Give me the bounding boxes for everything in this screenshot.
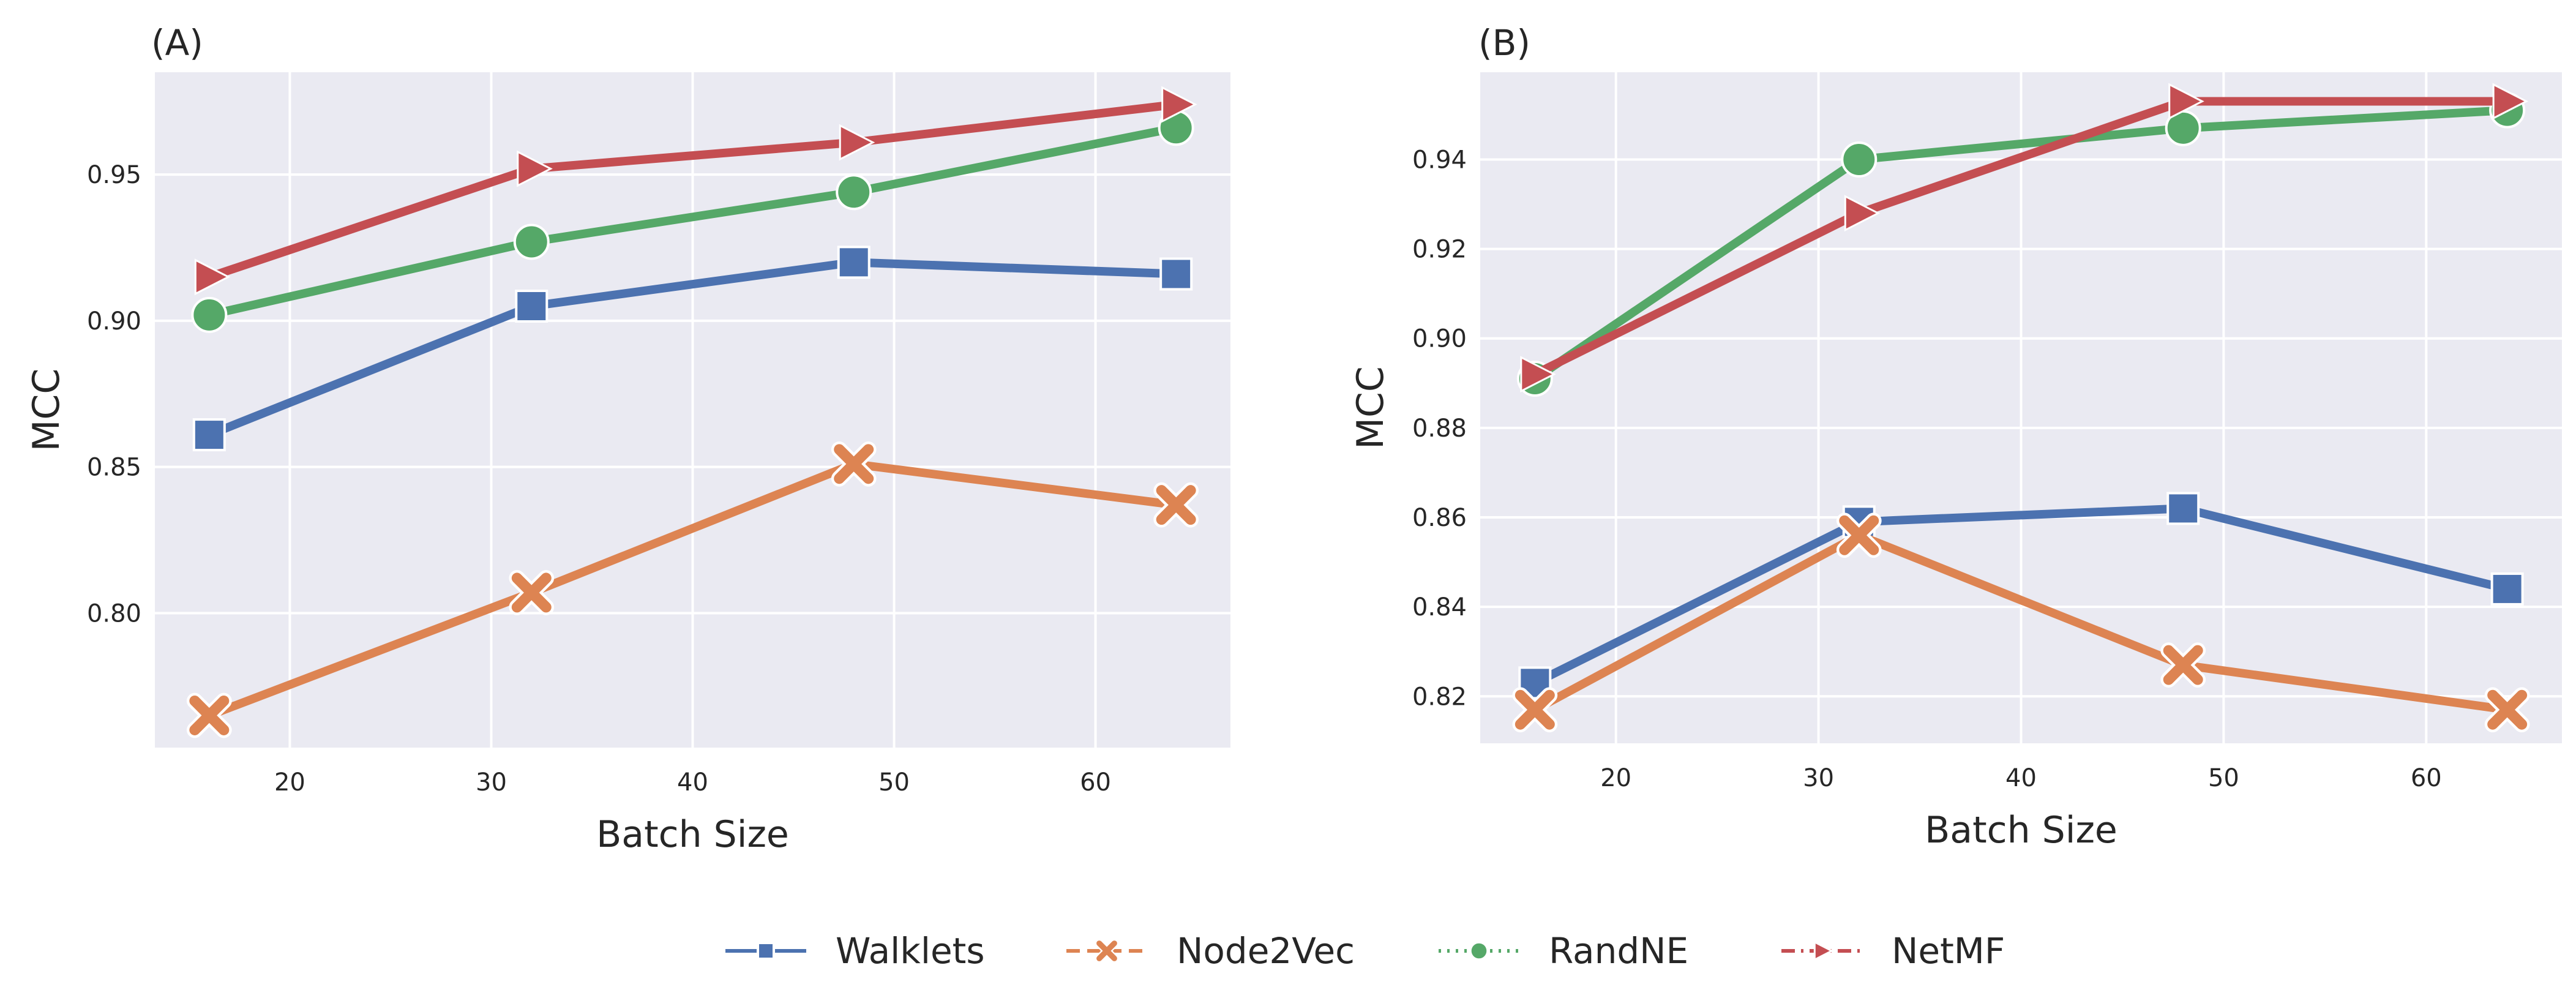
data-point-walklets: [1159, 257, 1193, 291]
series-walklets: [192, 246, 1193, 452]
legend-item-walklets: Walklets: [725, 930, 985, 972]
x-tick-label: 60: [1080, 768, 1111, 797]
y-tick-label: 0.82: [1412, 683, 1467, 711]
data-point-netmf: [2492, 83, 2529, 120]
data-point-netmf: [194, 258, 231, 296]
data-point-walklets: [837, 246, 871, 279]
y-tick-label: 0.90: [87, 307, 141, 336]
series-line-walklets: [1530, 504, 2512, 688]
data-point-node2vec: [2484, 687, 2530, 733]
y-tick-label: 0.90: [1412, 325, 1467, 353]
data-point-randne: [836, 174, 872, 211]
data-point-node2vec: [831, 441, 877, 487]
legend-label: NetMF: [1892, 930, 2005, 972]
legend-marker: [1095, 939, 1119, 963]
y-tick-label: 0.80: [87, 599, 141, 628]
data-point-node2vec: [1836, 512, 1882, 558]
data-point-node2vec: [186, 692, 232, 738]
series-line-netmf: [204, 100, 1181, 282]
x-tick-label: 40: [2005, 764, 2037, 792]
y-axis-label: MCC: [1349, 366, 1392, 449]
legend: Walklets Node2Vec RandNE NetMF: [725, 930, 2005, 972]
series-line-randne: [204, 123, 1181, 320]
chart-panel-b: 20 30 40 50 60 0.82 0.84 0.86 0.88 0.90 0.92 0.94 Ba…: [1349, 22, 2562, 852]
x-tick-label: 50: [878, 768, 910, 797]
series-node2vec: [186, 441, 1199, 738]
legend-item-netmf: NetMF: [1781, 930, 2005, 972]
x-axis-label: Batch Size: [1925, 809, 2117, 852]
data-point-node2vec: [1153, 482, 1199, 528]
y-axis-label: MCC: [25, 369, 68, 452]
data-point-node2vec: [1512, 687, 1558, 733]
legend-label: RandNE: [1549, 930, 1688, 972]
legend-item-node2vec: Node2Vec: [1066, 930, 1355, 972]
legend-label: Node2Vec: [1177, 930, 1355, 972]
data-point-netmf: [2168, 83, 2204, 120]
x-tick-label: 20: [1600, 764, 1631, 792]
series-line-netmf: [1530, 97, 2512, 379]
y-tick-label: 0.88: [1412, 415, 1467, 443]
x-tick-label: 40: [677, 768, 708, 797]
legend-marker: [1813, 940, 1834, 961]
x-tick-label: 60: [2411, 764, 2442, 792]
data-point-node2vec: [2160, 642, 2206, 688]
x-tick-label: 50: [2208, 764, 2239, 792]
legend-marker: [757, 942, 775, 960]
data-point-walklets: [192, 418, 226, 452]
y-tick-label: 0.95: [87, 161, 141, 189]
data-point-netmf: [1161, 86, 1197, 123]
x-tick-label: 30: [476, 768, 507, 797]
data-point-walklets: [2490, 572, 2524, 606]
series-randne: [191, 110, 1194, 333]
y-tick-label: 0.84: [1412, 593, 1467, 621]
data-point-netmf: [839, 124, 875, 161]
data-point-walklets: [2166, 492, 2200, 525]
series-netmf: [194, 86, 1197, 296]
data-point-netmf: [1520, 356, 1556, 393]
legend-label: Walklets: [836, 930, 985, 972]
series-line-walklets: [204, 258, 1181, 440]
y-tick-label: 0.94: [1412, 146, 1467, 174]
panel-label: (B): [1478, 22, 1530, 64]
series-node2vec: [1512, 512, 2530, 733]
data-point-randne: [191, 296, 228, 333]
x-axis-label: Batch Size: [596, 813, 789, 856]
series-netmf: [1520, 83, 2529, 393]
data-point-netmf: [1844, 195, 1881, 232]
data-point-netmf: [517, 150, 553, 187]
y-tick-label: 0.86: [1412, 504, 1467, 532]
chart-panel-a: 20 30 40 50 60 0.80 0.85 0.90 0.95 Batch Size MCC (…: [25, 22, 1230, 856]
series-line-node2vec: [1530, 531, 2512, 715]
series-line-randne: [1530, 106, 2512, 383]
legend-marker: [1469, 940, 1489, 961]
data-point-randne: [513, 223, 550, 260]
panel-label: (A): [151, 22, 203, 64]
data-point-node2vec: [509, 570, 555, 615]
data-point-randne: [1841, 141, 1878, 178]
series-walklets: [1518, 492, 2524, 700]
legend-item-randne: RandNE: [1439, 930, 1688, 972]
y-tick-label: 0.85: [87, 454, 141, 482]
x-tick-label: 20: [274, 768, 305, 797]
y-tick-label: 0.92: [1412, 236, 1467, 264]
data-point-walklets: [515, 289, 549, 323]
series-line-node2vec: [204, 459, 1181, 720]
x-tick-label: 30: [1803, 764, 1834, 792]
